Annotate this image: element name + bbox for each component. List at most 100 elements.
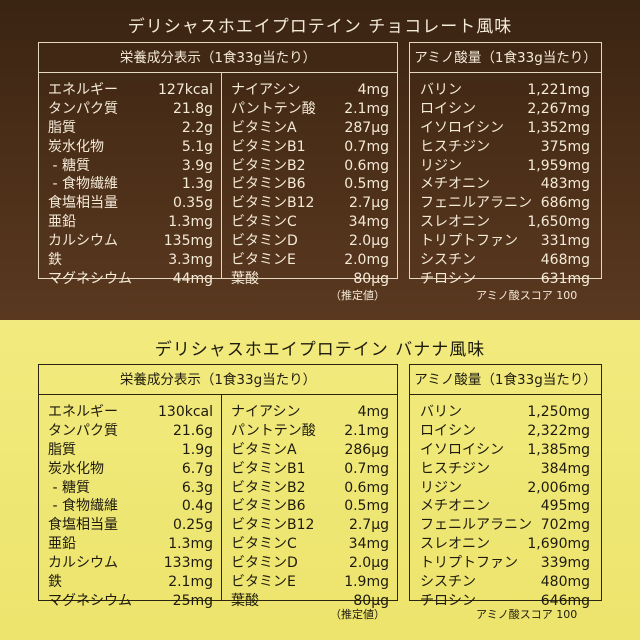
table-row: カルシウム 135mg [48,232,213,251]
row-value: 2.0μg [348,233,389,250]
row-value: 5.1g [181,138,213,155]
amino-table: アミノ酸量（1食33g当たり） バリン 1,250mg ロイシン 2,322mg イソロ… [409,364,602,609]
table-row: ビタミンB2 0.6mg [231,479,389,498]
row-label: パントテン酸 [231,100,316,117]
row-value: 384mg [540,460,590,477]
table-row: チロシン 646mg [420,592,590,611]
row-value: 0.25g [172,517,213,534]
amino-column: バリン 1,250mg ロイシン 2,322mg イソロイシン 1,385mg ヒスチジン 3… [420,403,590,611]
nutrition-left-column: エネルギー 127kcal タンパク質 21.8g 脂質 2.2g 炭水化物 5.1g - 糖… [48,81,213,289]
row-label: イソロイシン [420,119,504,136]
row-value: 0.35g [172,195,213,212]
row-label: ビタミンB6 [231,498,306,515]
row-value: 0.4g [181,498,213,515]
row-label: ビタミンA [231,441,297,458]
row-label: エネルギー [48,82,118,98]
row-label: フェニルアラニン [420,195,532,212]
table-row: バリン 1,250mg [420,403,590,422]
row-label: 亜鉛 [48,536,76,553]
row-label: ビタミンE [231,574,296,591]
row-value: 2,322mg [527,422,590,439]
row-label: チロシン [420,592,476,609]
table-row: エネルギー 130kcal [48,403,213,422]
row-value: 135mg [163,233,213,250]
nutrition-right-column: ナイアシン 4mg パントテン酸 2.1mg ビタミンA 286μg ビタミンB1 0.7mg… [231,403,389,611]
row-value: 2.0mg [344,252,389,269]
row-label: 葉酸 [231,592,259,609]
row-label: メチオニン [420,498,490,515]
row-value: 34mg [348,214,389,231]
nutrition-header: 栄養成分表示（1食33g当たり） [39,365,397,395]
row-value: 0.7mg [344,460,389,477]
row-value: 1,250mg [527,404,590,420]
table-row: チロシン 631mg [420,270,590,289]
table-row: フェニルアラニン 686mg [420,194,590,213]
table-row: 炭水化物 5.1g [48,138,213,157]
row-value: 2,267mg [527,100,590,117]
row-label: 鉄 [48,252,62,269]
row-label: 葉酸 [231,270,259,287]
row-label: トリプトファン [420,233,518,250]
table-row: ロイシン 2,267mg [420,100,590,119]
table-row: ビタミンB6 0.5mg [231,175,389,194]
table-row: ロイシン 2,322mg [420,422,590,441]
row-value: 127kcal [158,82,213,98]
row-value: 1.3mg [168,214,213,231]
table-row: トリプトファン 331mg [420,232,590,251]
row-value: 2.1mg [344,422,389,439]
row-label: シスチン [420,574,476,591]
row-label: ナイアシン [231,82,301,98]
row-label: ビタミンB12 [231,195,315,212]
row-label: パントテン酸 [231,422,316,439]
table-row: ビタミンE 2.0mg [231,251,389,270]
row-value: 1,650mg [527,214,590,231]
row-value: 3.3mg [168,252,213,269]
table-row: ナイアシン 4mg [231,81,389,100]
table-row: マグネシウム 44mg [48,270,213,289]
table-row: ビタミンC 34mg [231,535,389,554]
row-value: 480mg [540,574,590,591]
row-value: 1,959mg [527,157,590,174]
table-row: マグネシウム 25mg [48,592,213,611]
table-row: パントテン酸 2.1mg [231,100,389,119]
row-value: 2,006mg [527,479,590,496]
table-row: スレオニン 1,690mg [420,535,590,554]
table-row: 鉄 3.3mg [48,251,213,270]
table-row: イソロイシン 1,352mg [420,119,590,138]
row-label: ビタミンD [231,555,298,572]
table-row: ビタミンD 2.0μg [231,232,389,251]
row-value: 1,352mg [527,119,590,136]
table-row: ビタミンA 286μg [231,441,389,460]
row-label: ビタミンE [231,252,296,269]
table-row: ビタミンD 2.0μg [231,554,389,573]
row-value: 0.6mg [344,157,389,174]
row-label: 炭水化物 [48,460,104,477]
table-row: ビタミンB2 0.6mg [231,157,389,176]
row-label: ナイアシン [231,404,301,420]
row-label: スレオニン [420,536,490,553]
table-row: ビタミンE 1.9mg [231,573,389,592]
table-row: パントテン酸 2.1mg [231,422,389,441]
table-row: ビタミンB12 2.7μg [231,194,389,213]
estimate-note: （推定値） [330,289,385,302]
row-value: 1.3g [181,176,213,193]
row-value: 2.0μg [348,555,389,572]
row-value: 1.9mg [344,574,389,591]
row-label: ビタミンB12 [231,517,315,534]
row-value: 25mg [172,592,213,609]
row-label: 食塩相当量 [48,517,118,534]
row-value: 80μg [353,592,389,609]
row-label: ビタミンB2 [231,479,306,496]
table-row: - 糖質 6.3g [48,479,213,498]
amino-score: アミノ酸スコア 100 [476,289,578,302]
amino-column: バリン 1,221mg ロイシン 2,267mg イソロイシン 1,352mg ヒスチジン 3… [420,81,590,289]
row-label: ビタミンC [231,536,297,553]
row-label: 脂質 [48,119,76,136]
row-label: マグネシウム [48,270,132,287]
row-label: フェニルアラニン [420,517,532,534]
panel-title: デリシャスホエイプロテイン バナナ風味 [154,340,486,360]
nutrition-header: 栄養成分表示（1食33g当たり） [39,43,397,73]
table-row: リジン 1,959mg [420,157,590,176]
amino-header: アミノ酸量（1食33g当たり） [410,43,601,73]
row-value: 286μg [344,441,389,458]
